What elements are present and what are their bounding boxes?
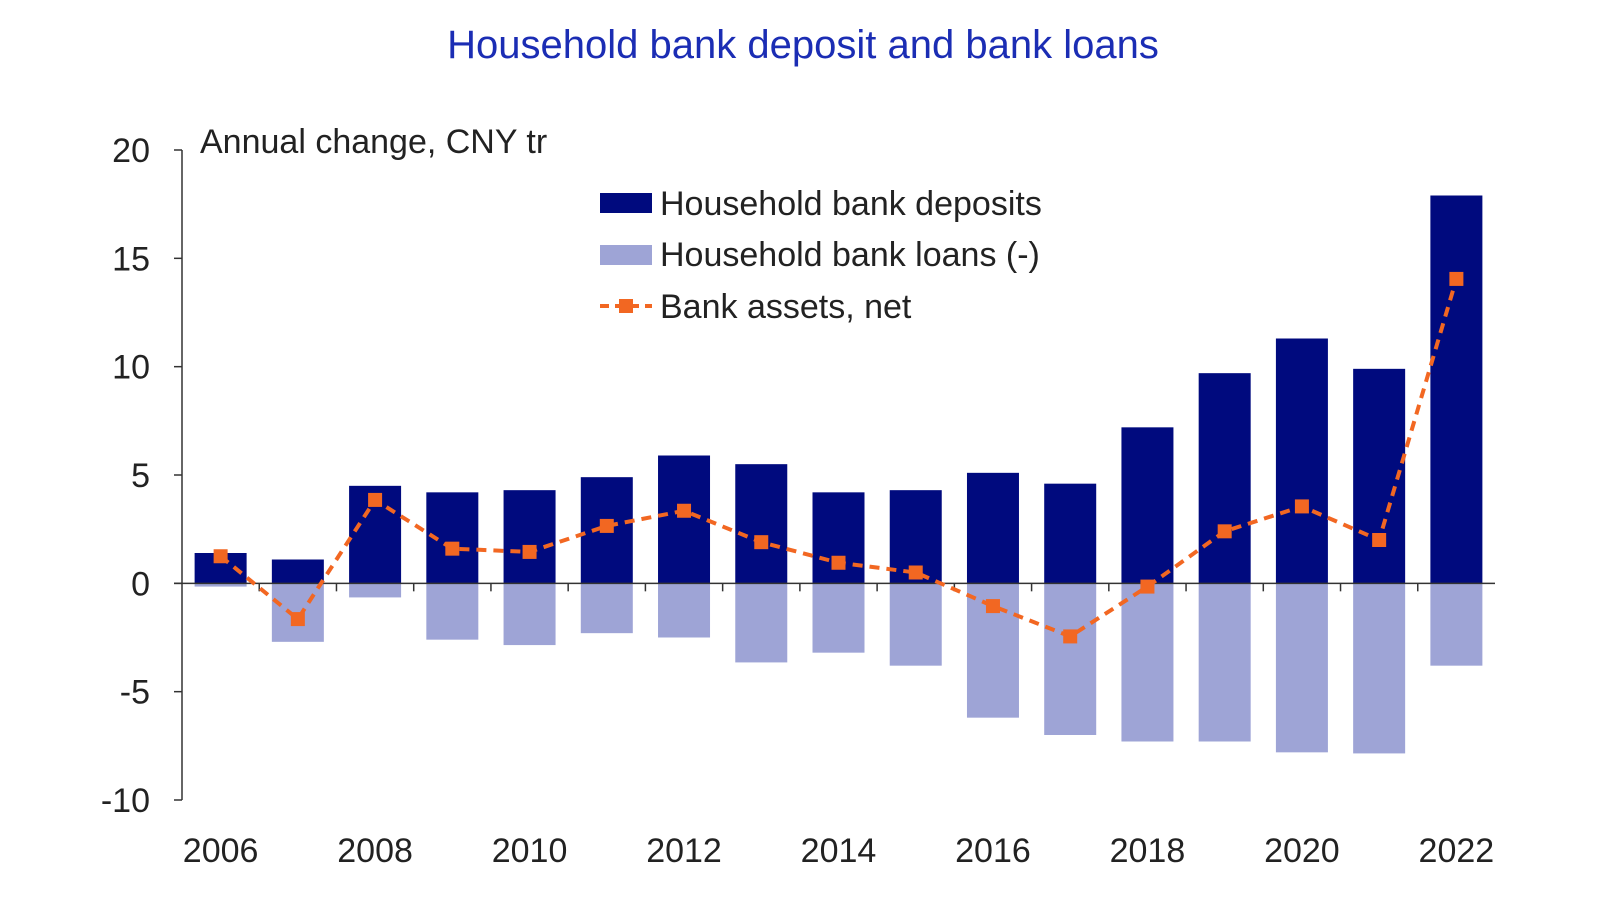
net-assets-point-2015 [908, 565, 923, 580]
legend: Household bank deposits Household bank l… [600, 185, 1042, 326]
net-assets-point-2011 [599, 518, 614, 533]
deposit-bar-2010 [503, 490, 556, 584]
loan-bar-2008 [349, 583, 402, 598]
net-assets-point-2014 [831, 555, 846, 570]
x-tick-label: 2020 [1264, 832, 1340, 870]
net-assets-point-2006 [213, 549, 228, 564]
loan-bar-2020 [1275, 583, 1328, 753]
y-tick-label: -10 [101, 782, 150, 820]
x-tick-label: 2016 [955, 832, 1031, 870]
y-axis-label: Annual change, CNY tr [200, 123, 547, 161]
loan-bar-2021 [1353, 583, 1406, 754]
deposit-bar-2012 [658, 455, 711, 584]
y-tick-label: 20 [112, 132, 150, 170]
legend-label-loans: Household bank loans (-) [660, 236, 1040, 274]
deposit-bar-2013 [735, 464, 788, 584]
loan-bar-2019 [1198, 583, 1251, 742]
chart-title: Household bank deposit and bank loans [447, 23, 1159, 67]
y-tick-label: 5 [131, 457, 150, 495]
net-assets-point-2020 [1294, 499, 1309, 514]
deposit-bar-2017 [1044, 483, 1097, 584]
legend-swatch-loans [600, 245, 652, 265]
net-assets-point-2021 [1372, 533, 1387, 547]
x-tick-label: 2022 [1419, 832, 1495, 870]
loan-bar-2022 [1430, 583, 1483, 666]
net-assets-point-2016 [985, 599, 1000, 614]
legend-swatch-deposits [600, 193, 652, 213]
y-tick-label: 0 [131, 565, 150, 603]
net-assets-point-2010 [522, 544, 537, 559]
loan-bar-2010 [503, 583, 556, 646]
y-tick-label: 15 [112, 240, 150, 278]
x-tick-label: 2014 [801, 832, 877, 870]
net-assets-point-2019 [1217, 524, 1232, 539]
deposit-bar-2018 [1121, 427, 1174, 584]
legend-label-deposits: Household bank deposits [660, 185, 1042, 223]
loan-bar-2009 [426, 583, 479, 640]
deposit-bar-2016 [966, 472, 1019, 584]
x-tick-label: 2010 [492, 832, 568, 870]
net-assets-point-2022 [1449, 271, 1464, 286]
net-assets-point-2013 [754, 535, 769, 550]
loan-bar-2013 [735, 583, 788, 663]
deposit-bar-2022 [1430, 195, 1483, 584]
net-assets-point-2007 [290, 612, 305, 627]
x-tick-label: 2018 [1110, 832, 1186, 870]
net-assets-point-2012 [677, 503, 692, 518]
legend-label-net: Bank assets, net [660, 288, 912, 326]
net-assets-point-2009 [445, 541, 460, 556]
deposit-bar-2020 [1275, 338, 1328, 584]
loan-bar-2014 [812, 583, 865, 653]
y-tick-label: 10 [112, 349, 150, 387]
deposit-bar-2019 [1198, 373, 1251, 584]
legend-swatch-net-marker [619, 299, 633, 313]
net-assets-point-2018 [1140, 579, 1155, 594]
loan-bar-2015 [889, 583, 942, 666]
loan-bar-2006 [194, 583, 247, 587]
deposit-bar-2007 [271, 559, 324, 584]
net-assets-point-2008 [368, 492, 383, 507]
x-tick-label: 2008 [337, 832, 413, 870]
loan-bar-2011 [580, 583, 633, 634]
loan-bar-2017 [1044, 583, 1097, 735]
x-tick-label: 2006 [183, 832, 259, 870]
loan-bar-2018 [1121, 583, 1174, 742]
net-assets-point-2017 [1063, 629, 1078, 644]
y-tick-label: -5 [120, 674, 150, 712]
loan-bar-2012 [658, 583, 711, 638]
x-tick-label: 2012 [646, 832, 722, 870]
